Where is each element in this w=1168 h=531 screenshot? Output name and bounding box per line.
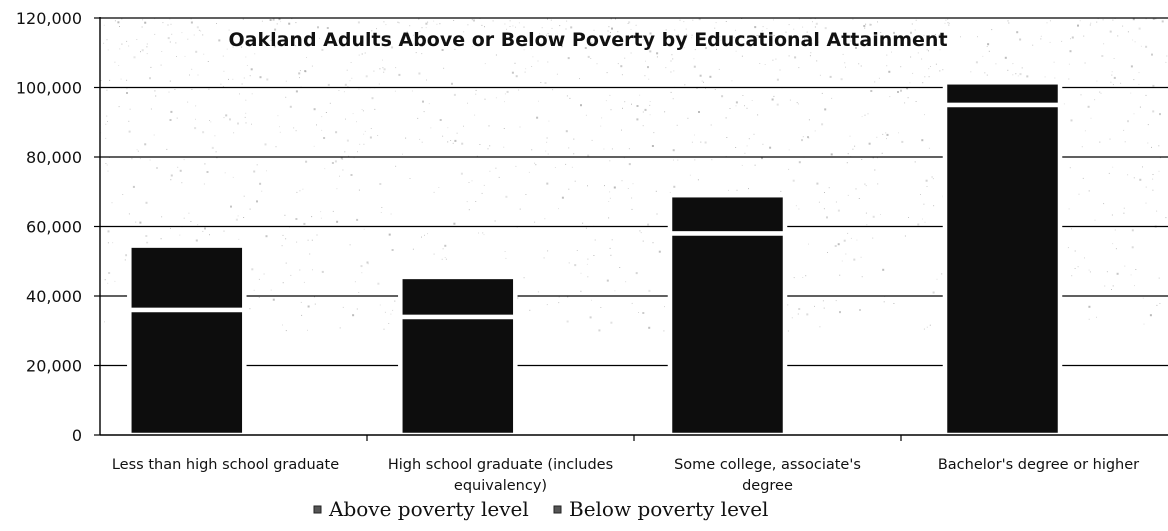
y-tick-label: 60,000 <box>26 218 82 237</box>
bar-below-poverty-1 <box>127 243 247 313</box>
x-tick-label: Less than high school graduate <box>112 457 339 473</box>
legend-marker <box>313 505 322 514</box>
bar-below-poverty-4 <box>942 80 1063 108</box>
bar-above-poverty-2 <box>398 314 518 438</box>
y-tick-label: 0 <box>72 426 82 445</box>
legend-item: Above poverty level <box>313 497 529 521</box>
y-tick-label: 20,000 <box>26 357 82 376</box>
y-tick-label: 80,000 <box>26 148 82 167</box>
x-tick-label: Bachelor's degree or higher <box>938 457 1139 473</box>
chart-title: Oakland Adults Above or Below Poverty by… <box>228 29 947 51</box>
bar-above-poverty-1 <box>127 307 247 438</box>
legend-label: Below poverty level <box>569 497 768 521</box>
y-axis-tick-labels: 0 20,000 40,000 60,000 80,000 100,000 120,000 <box>16 9 82 445</box>
bar-below-poverty-2 <box>398 274 518 320</box>
x-tick-label: Some college, associate's <box>674 457 861 473</box>
legend-item: Below poverty level <box>553 497 768 521</box>
axes <box>99 17 1168 441</box>
bars <box>127 80 1063 438</box>
x-tick-label: High school graduate (includes <box>388 457 613 473</box>
bar-above-poverty-3 <box>667 231 788 438</box>
bar-above-poverty-4 <box>942 102 1063 438</box>
legend-label: Above poverty level <box>328 497 529 521</box>
x-tick-label: equivalency) <box>454 478 547 494</box>
x-axis-tick-labels: Less than high school graduate High schoo… <box>112 457 1139 494</box>
x-tick-label: degree <box>742 478 793 494</box>
legend-marker <box>553 505 562 514</box>
bar-below-poverty-3 <box>667 192 788 236</box>
legend: Above poverty level Below poverty level <box>313 497 768 521</box>
y-tick-label: 100,000 <box>16 79 82 98</box>
y-tick-label: 120,000 <box>16 9 82 28</box>
y-tick-label: 40,000 <box>26 287 82 306</box>
